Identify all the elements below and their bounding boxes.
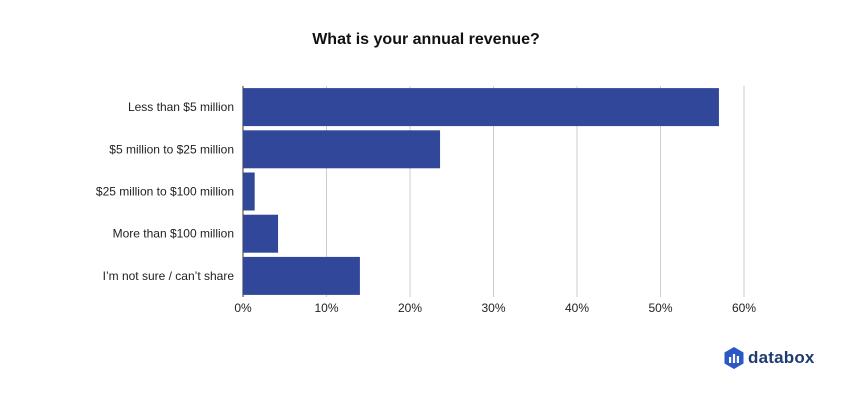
databox-brand: databox [724, 347, 815, 369]
category-label: More than $100 million [113, 227, 234, 241]
bars [243, 88, 719, 295]
category-label: $5 million to $25 million [109, 142, 234, 156]
brand-name: databox [748, 348, 815, 367]
x-tick-label: 30% [481, 301, 505, 315]
x-tick-label: 0% [234, 301, 252, 315]
x-tick-label: 60% [732, 301, 756, 315]
x-tick-label: 10% [314, 301, 338, 315]
databox-logo-icon [724, 347, 744, 369]
category-label: $25 million to $100 million [96, 185, 234, 199]
category-label: I’m not sure / can’t share [103, 269, 235, 283]
bar [243, 172, 255, 211]
bar [243, 214, 279, 253]
category-label: Less than $5 million [128, 100, 234, 114]
bar [243, 88, 719, 127]
x-tick-labels: 0% 10% 20% 30% 40% 50% 60% [234, 301, 756, 315]
bar [243, 256, 360, 295]
x-tick-label: 20% [398, 301, 422, 315]
x-tick-label: 50% [648, 301, 672, 315]
bar [243, 130, 441, 169]
chart-title: What is your annual revenue? [312, 31, 540, 48]
x-tick-label: 40% [565, 301, 589, 315]
category-labels: Less than $5 million $5 million to $25 mi… [96, 100, 234, 283]
